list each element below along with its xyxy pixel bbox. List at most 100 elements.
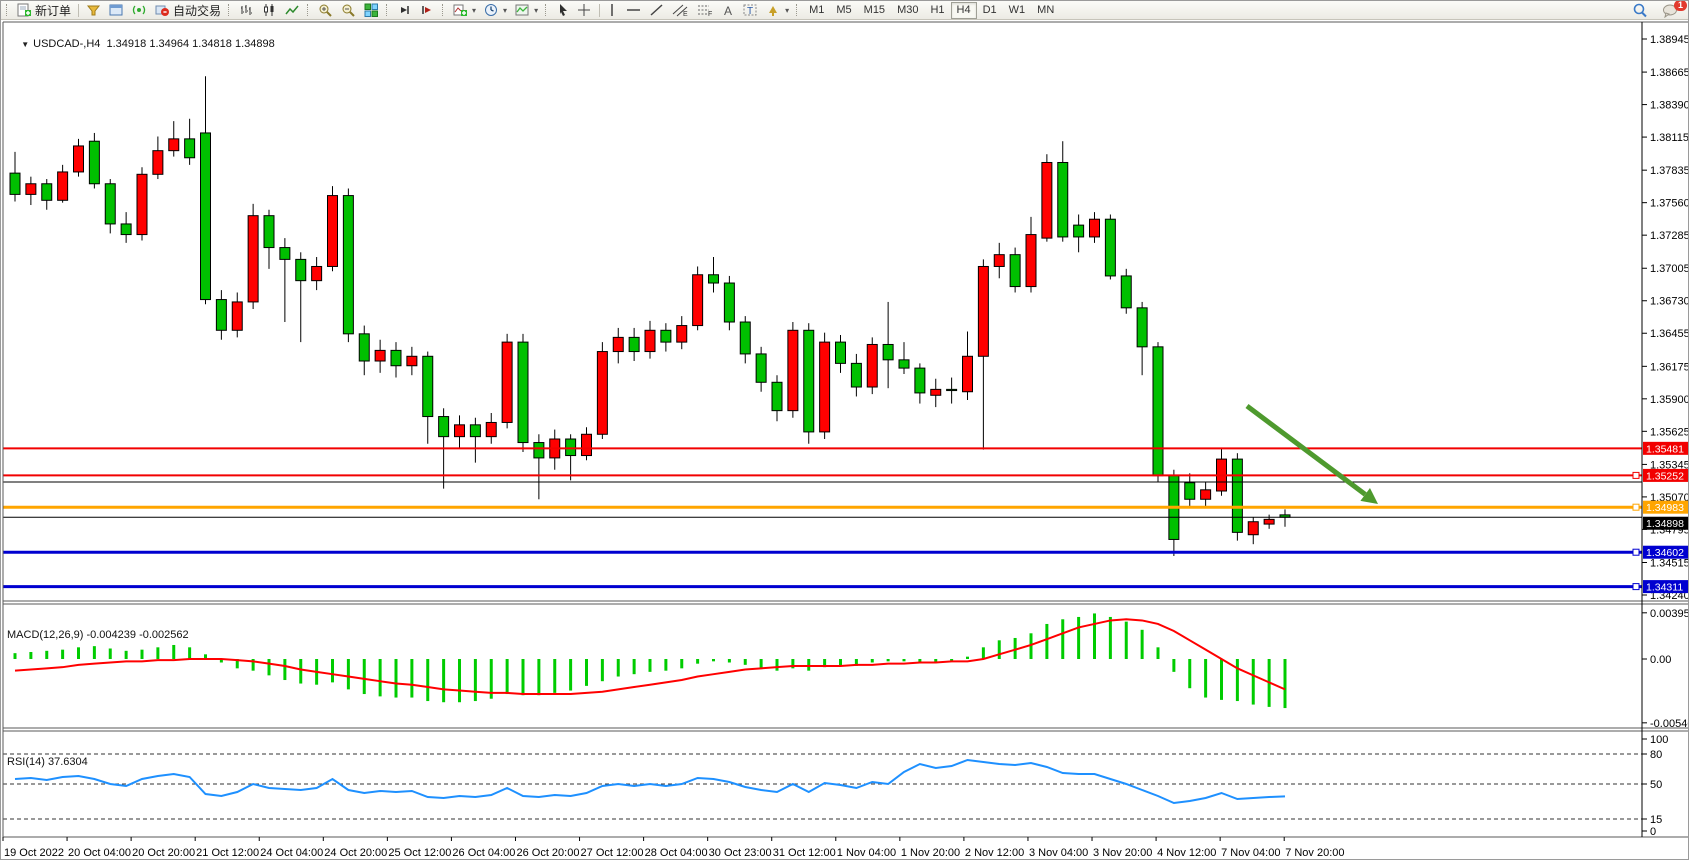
auto-scroll-button[interactable] [393, 2, 416, 19]
chart-shift-icon [422, 6, 432, 14]
market-watch-button[interactable] [82, 2, 105, 19]
equidistant-channel-button[interactable]: E [668, 2, 693, 19]
navigator-button[interactable] [128, 2, 151, 19]
zoom-in-button[interactable] [314, 2, 337, 19]
time-axis-label: 4 Nov 12:00 [1157, 847, 1216, 859]
candle [1247, 521, 1259, 536]
candle [104, 183, 116, 225]
periods-button[interactable]: ▾ [480, 2, 511, 19]
price-badge [1643, 516, 1688, 530]
timeframe-button-m30[interactable]: M30 [891, 2, 924, 19]
tile-windows-button[interactable] [360, 2, 383, 19]
timeframe-button-mn[interactable]: MN [1031, 2, 1060, 19]
ohlc-readout: 1.34918 1.34964 1.34818 1.34898 [100, 38, 275, 50]
candle [1041, 161, 1053, 239]
horizontal-line-button[interactable] [622, 2, 645, 19]
line-price-badge: 1.34983 [1646, 502, 1684, 514]
price-pane[interactable] [3, 22, 1642, 601]
candle [390, 349, 402, 367]
caret-down-icon: ▾ [503, 5, 508, 15]
toolbar-grip [545, 4, 549, 16]
search-button[interactable] [1628, 2, 1652, 19]
svg-text:E: E [683, 11, 688, 17]
timeframe-button-d1[interactable]: D1 [977, 2, 1003, 19]
candle [9, 172, 21, 195]
text-button[interactable]: A [718, 2, 739, 19]
line-handle[interactable] [1632, 548, 1640, 556]
timeframe-button-h4[interactable]: H4 [950, 1, 977, 19]
annotation-arrow[interactable] [1245, 403, 1367, 497]
candle [787, 329, 799, 412]
line-handle[interactable] [1632, 471, 1640, 479]
price-axis-area[interactable] [1642, 22, 1689, 858]
text-label-button[interactable]: T [739, 2, 762, 19]
trendline-button[interactable] [645, 2, 668, 19]
autotrading-button[interactable]: 自动交易 [151, 2, 225, 19]
fibonacci-button[interactable]: F [693, 2, 718, 19]
candle [850, 362, 862, 388]
zoom-out-button[interactable] [337, 2, 360, 19]
time-axis-label: 27 Oct 12:00 [581, 847, 644, 859]
arrows-button[interactable]: ▾ [762, 2, 793, 19]
auto-scroll-icon [401, 6, 409, 14]
candle [1104, 218, 1116, 277]
trendline-icon [650, 4, 663, 16]
candle [311, 265, 323, 282]
svg-text:T: T [747, 6, 753, 17]
new-order-button[interactable]: 新订单 [13, 2, 75, 19]
candle [327, 195, 338, 267]
market-watch-icon [86, 5, 101, 16]
notifications-button[interactable]: 1 [1658, 1, 1687, 19]
price-axis-label: 1.36455 [1650, 328, 1689, 340]
annotation-arrow-head[interactable] [1360, 488, 1378, 504]
candle [1025, 234, 1037, 288]
templates-button[interactable]: ▾ [511, 2, 542, 19]
candle [1200, 489, 1212, 500]
time-axis-label: 30 Oct 23:00 [709, 847, 772, 859]
candle [438, 416, 450, 438]
candle [803, 329, 815, 433]
chart-shift-button[interactable] [416, 2, 439, 19]
vertical-line-button[interactable] [603, 2, 622, 19]
price-axis-label: 1.34515 [1650, 557, 1689, 569]
candle [977, 265, 989, 357]
time-axis-label: 19 Oct 2022 [4, 847, 64, 859]
indicators-button[interactable]: ▾ [449, 2, 480, 19]
candle [993, 254, 1005, 267]
macd-axis-label: 0.00 [1650, 654, 1671, 666]
caret-down-icon: ▾ [785, 5, 790, 15]
candle [342, 195, 354, 335]
cursor-button[interactable] [552, 2, 573, 19]
candle [73, 145, 84, 173]
rsi-axis-label: 50 [1650, 779, 1662, 791]
timeframe-button-w1[interactable]: W1 [1003, 2, 1032, 19]
line-handle[interactable] [1632, 583, 1640, 591]
time-axis-label: 20 Oct 04:00 [68, 847, 131, 859]
candlestick-chart-button[interactable] [258, 2, 281, 19]
line-chart-button[interactable] [281, 2, 304, 19]
price-axis-label: 1.37835 [1650, 165, 1689, 177]
candle [660, 329, 672, 343]
line-handle[interactable] [1632, 503, 1640, 511]
candle [517, 341, 529, 444]
candle [1136, 307, 1148, 348]
crosshair-button[interactable] [573, 2, 596, 19]
timeframe-button-m1[interactable]: M1 [803, 2, 830, 19]
candle [612, 336, 624, 353]
svg-text:F: F [708, 11, 712, 17]
timeframe-button-m15[interactable]: M15 [858, 2, 891, 19]
timeframe-button-h1[interactable]: H1 [924, 2, 950, 19]
data-window-button[interactable] [105, 2, 128, 19]
rsi-indicator-label: RSI(14) 37.6304 [7, 756, 88, 768]
equidistant-channel-icon: E [672, 4, 688, 17]
timeframe-button-m5[interactable]: M5 [830, 2, 857, 19]
one-click-trading-toggle[interactable]: ▼ [21, 40, 30, 49]
candle [1120, 275, 1132, 309]
chart-canvas[interactable]: 1.38945 1.38665 1.38390 1.38115 1.37835 1.375… [1, 20, 1689, 860]
candle [946, 388, 958, 392]
candle [898, 359, 910, 369]
price-axis-label: 1.35625 [1650, 426, 1689, 438]
candle [120, 223, 132, 236]
bar-chart-button[interactable] [235, 2, 258, 19]
candle [914, 367, 926, 394]
